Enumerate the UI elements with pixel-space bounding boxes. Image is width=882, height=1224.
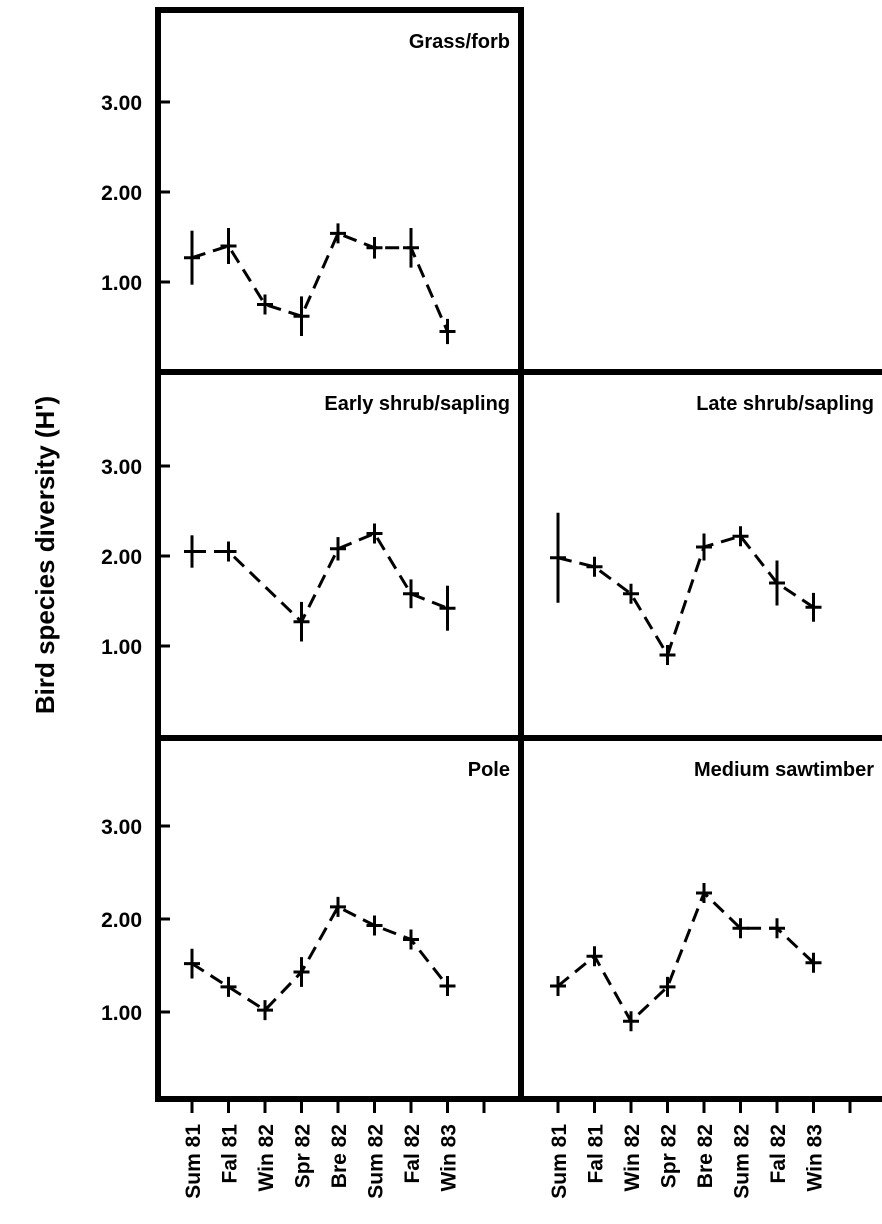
data-point-early-shrub-sapling-win-83	[439, 598, 456, 619]
panel-title-grass-forb: Grass/forb	[409, 31, 510, 53]
data-point-early-shrub-sapling-fal-81	[220, 541, 237, 562]
data-point-grass-forb-win-82	[257, 294, 273, 315]
y-tick-label-pole-2.00: 2.00	[101, 909, 142, 932]
x-tick-label-right-fal-82: Fal 82	[767, 1124, 790, 1184]
data-point-pole-fal-82	[403, 929, 419, 950]
data-point-medium-sawtimber-bre-82	[696, 882, 712, 903]
data-point-medium-sawtimber-win-82	[623, 1011, 639, 1032]
y-axis-label: Bird species diversity (H')	[30, 396, 60, 714]
data-point-grass-forb-fal-81	[220, 236, 237, 256]
panel-title-medium-sawtimber: Medium sawtimber	[694, 759, 874, 781]
data-point-pole-win-83	[439, 975, 456, 996]
data-point-grass-forb-spr-82	[293, 306, 310, 327]
y-tick-label-pole-3.00: 3.00	[101, 816, 142, 839]
data-point-medium-sawtimber-fal-81	[586, 946, 603, 967]
data-point-medium-sawtimber-fal-82	[769, 918, 785, 939]
x-tick-label-left-sum-81: Sum 81	[182, 1124, 205, 1199]
data-point-medium-sawtimber-spr-82	[659, 976, 676, 997]
data-point-grass-forb-fal-82	[403, 237, 419, 258]
data-point-early-shrub-sapling-sum-81	[184, 541, 200, 562]
x-tick-label-right-win-82: Win 82	[621, 1124, 644, 1192]
y-tick-label-early-shrub-sapling-1.00: 1.00	[101, 636, 142, 659]
data-point-pole-bre-82	[330, 896, 346, 917]
y-tick-label-early-shrub-sapling-3.00: 3.00	[101, 456, 142, 479]
data-point-pole-sum-82	[366, 915, 383, 936]
x-tick-label-right-fal-81: Fal 81	[585, 1124, 608, 1184]
panel-title-late-shrub-sapling: Late shrub/sapling	[696, 393, 874, 415]
x-tick-label-right-sum-81: Sum 81	[548, 1124, 571, 1199]
panel-title-pole: Pole	[468, 759, 510, 781]
y-tick-label-grass-forb-1.00: 1.00	[101, 272, 142, 295]
data-point-late-shrub-sapling-fal-81	[586, 556, 603, 577]
data-point-pole-spr-82	[293, 962, 310, 983]
data-point-grass-forb-bre-82	[330, 223, 346, 244]
data-point-medium-sawtimber-sum-81	[550, 975, 566, 996]
data-point-pole-sum-81	[184, 953, 200, 974]
panel-medium-sawtimber: Medium sawtimber	[550, 759, 874, 1032]
x-tick-label-right-sum-82: Sum 82	[731, 1124, 754, 1199]
data-point-late-shrub-sapling-sum-82	[732, 526, 749, 547]
data-point-medium-sawtimber-win-83	[805, 952, 822, 973]
y-tick-label-grass-forb-3.00: 3.00	[101, 92, 142, 115]
data-point-grass-forb-sum-81	[184, 247, 200, 268]
data-point-late-shrub-sapling-bre-82	[696, 537, 712, 557]
x-tick-label-left-win-83: Win 83	[438, 1124, 461, 1192]
panel-title-early-shrub-sapling: Early shrub/sapling	[324, 393, 510, 415]
y-tick-label-early-shrub-sapling-2.00: 2.00	[101, 546, 142, 569]
x-tick-label-left-fal-82: Fal 82	[401, 1124, 424, 1184]
x-tick-label-left-win-82: Win 82	[255, 1124, 278, 1192]
panel-early-shrub-sapling: Early shrub/sapling 1.00 2.00 3.00	[101, 393, 510, 659]
data-point-late-shrub-sapling-spr-82	[659, 645, 676, 665]
x-tick-label-left-spr-82: Spr 82	[292, 1124, 315, 1188]
data-point-early-shrub-sapling-fal-82	[403, 583, 419, 604]
x-tick-label-left-sum-82: Sum 82	[365, 1124, 388, 1199]
data-point-pole-win-82	[257, 1000, 273, 1021]
data-point-pole-fal-81	[220, 976, 237, 997]
data-point-late-shrub-sapling-win-82	[623, 583, 639, 604]
panel-grass-forb: Grass/forb 1.00 2.00 3.00	[101, 31, 510, 345]
x-axis-labels: Sum 81 Fal 81 Win 82 Spr 82 Bre 82 Sum 82 Fal …	[182, 1099, 852, 1199]
data-point-late-shrub-sapling-sum-81	[550, 547, 566, 568]
data-point-early-shrub-sapling-spr-82	[293, 611, 310, 632]
y-tick-label-pole-1.00: 1.00	[101, 1002, 142, 1025]
x-tick-label-left-bre-82: Bre 82	[328, 1124, 351, 1188]
series-line-pole	[191, 904, 449, 1013]
panel-frames	[155, 7, 882, 1102]
series-line-grass-forb	[191, 231, 449, 333]
data-point-early-shrub-sapling-bre-82	[330, 538, 346, 559]
data-point-early-shrub-sapling-sum-82	[366, 523, 383, 544]
x-tick-label-left-fal-81: Fal 81	[219, 1124, 242, 1184]
x-tick-label-right-win-83: Win 83	[804, 1124, 827, 1192]
x-tick-label-right-spr-82: Spr 82	[658, 1124, 681, 1188]
series-line-late-shrub-sapling	[557, 534, 815, 659]
panel-late-shrub-sapling: Late shrub/sapling	[550, 393, 874, 665]
x-tick-label-right-bre-82: Bre 82	[694, 1124, 717, 1188]
data-point-late-shrub-sapling-fal-82	[769, 573, 785, 593]
data-point-medium-sawtimber-sum-82	[732, 918, 749, 939]
data-point-late-shrub-sapling-win-83	[805, 597, 822, 618]
y-tick-label-grass-forb-2.00: 2.00	[101, 182, 142, 205]
panel-pole: Pole 1.00 2.00 3.00	[101, 759, 510, 1025]
data-point-grass-forb-sum-82	[366, 237, 383, 258]
data-point-grass-forb-win-83	[439, 321, 456, 342]
series-line-early-shrub-sapling	[192, 531, 449, 625]
